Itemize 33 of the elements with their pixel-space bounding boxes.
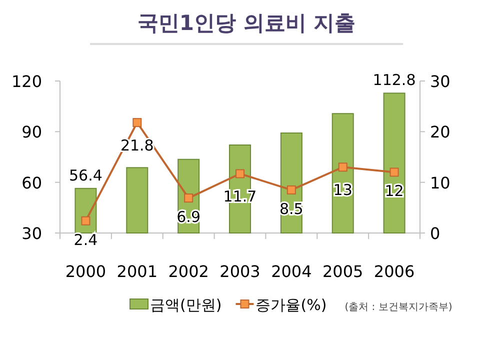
x-tick-label: 2001 (116, 262, 158, 281)
point (338, 162, 348, 172)
legend-label: 증가율(%) (256, 296, 327, 314)
x-tick-label: 2003 (220, 262, 260, 281)
legend-label: 금액(만원) (150, 296, 222, 314)
data-label: 112.8 (372, 71, 416, 90)
y2-tick-label: 20 (430, 122, 450, 142)
y-tick-label: 90 (22, 122, 42, 142)
y2-tick-label: 10 (430, 173, 450, 192)
point (132, 118, 142, 128)
x-tick-label: 2004 (271, 262, 312, 281)
point (286, 185, 296, 194)
point (184, 194, 194, 203)
y-tick-label: 120 (11, 72, 42, 91)
x-tick-label: 2006 (374, 262, 415, 281)
data-label: 2.4 (74, 230, 98, 249)
data-label: 56.4 (69, 166, 102, 184)
point (236, 169, 244, 178)
point (81, 216, 90, 226)
data-label: 12 (384, 182, 404, 200)
data-label: 13 (333, 181, 352, 200)
point (390, 168, 399, 177)
text: (출처 : 보건복지가족부) (344, 302, 452, 313)
x-tick-label: 2005 (322, 262, 364, 281)
data-label: 6.9 (176, 208, 200, 226)
data-label: 8.5 (280, 200, 304, 218)
chart-title: 국민1인당 의료비 지출 (137, 11, 356, 35)
x-tick-label: 2000 (65, 262, 106, 281)
x-tick-label: 2002 (168, 262, 209, 281)
y2-tick-label: 0 (430, 224, 440, 243)
y-tick-label: 30 (22, 224, 42, 243)
y2-tick-label: 30 (430, 72, 450, 91)
y-tick-label: 60 (22, 173, 42, 192)
